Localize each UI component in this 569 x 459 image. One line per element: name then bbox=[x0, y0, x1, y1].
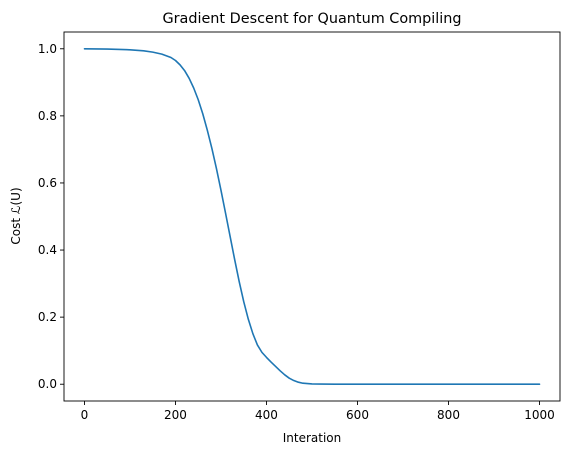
cost-curve-line bbox=[83, 47, 541, 386]
plot-frame bbox=[63, 31, 561, 402]
y-tick-label: 0.0 bbox=[38, 377, 57, 391]
x-axis-label: Interation bbox=[283, 431, 342, 445]
y-tick-label: 0.4 bbox=[38, 243, 57, 257]
y-tick-label: 0.2 bbox=[38, 310, 57, 324]
x-axis-ticks: 0 200 400 600 800 1000 bbox=[81, 401, 555, 422]
plot-series bbox=[83, 47, 541, 386]
x-tick-label: 0 bbox=[81, 408, 89, 422]
y-tick-label: 1.0 bbox=[38, 42, 57, 56]
x-tick-label: 600 bbox=[346, 408, 369, 422]
y-axis-label: Cost ℒ(U) bbox=[9, 187, 23, 244]
x-tick-label: 800 bbox=[437, 408, 460, 422]
x-tick-label: 400 bbox=[255, 408, 278, 422]
y-tick-label: 0.6 bbox=[38, 176, 57, 190]
chart-title: Gradient Descent for Quantum Compiling bbox=[162, 11, 461, 27]
y-axis-ticks: 0.0 0.2 0.4 0.6 0.8 1.0 bbox=[38, 42, 64, 391]
x-tick-label: 200 bbox=[164, 408, 187, 422]
x-tick-label: 1000 bbox=[524, 408, 555, 422]
y-tick-label: 0.8 bbox=[38, 109, 57, 123]
